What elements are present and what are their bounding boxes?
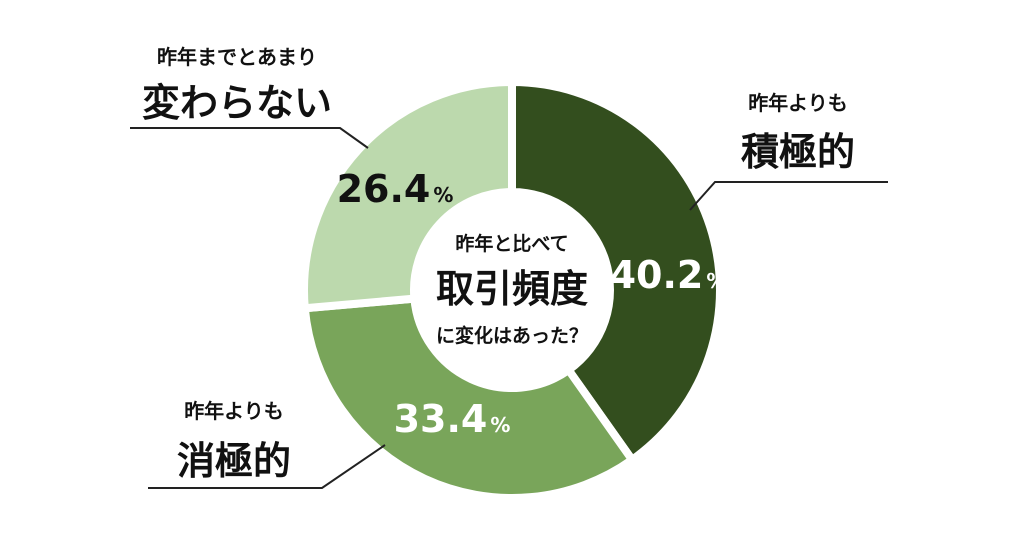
label-active-line1: 昨年よりも — [748, 91, 848, 115]
label-passive-line2: 消極的 — [177, 439, 291, 483]
leader-line-passive — [148, 444, 386, 489]
center-text-line3: に変化はあった？ — [436, 324, 588, 347]
label-active-line2: 積極的 — [741, 130, 855, 174]
center-text-line2: 取引頻度 — [436, 267, 588, 311]
label-unchanged-line2: 変わらない — [142, 81, 332, 125]
value-unchanged-number: 26.4 — [337, 167, 431, 211]
donut-slices — [300, 78, 724, 502]
slice-passive — [300, 294, 637, 502]
value-passive-unit: % — [490, 413, 510, 437]
value-unchanged-unit: % — [433, 183, 453, 207]
slice-unchanged — [300, 78, 516, 313]
slice-active — [508, 78, 724, 464]
value-label-active: 40.2% — [610, 253, 727, 297]
label-unchanged-line1: 昨年までとあまり — [157, 45, 317, 69]
center-text-line1: 昨年と比べて — [455, 232, 568, 255]
value-passive-number: 33.4 — [394, 397, 488, 441]
leader-line-unchanged — [130, 127, 369, 149]
value-label-passive: 33.4% — [394, 397, 511, 441]
leader-line-active — [689, 181, 888, 211]
value-active-unit: % — [706, 269, 726, 293]
value-active-number: 40.2 — [610, 253, 704, 297]
label-passive-line1: 昨年よりも — [184, 399, 284, 423]
value-label-unchanged: 26.4% — [337, 167, 454, 211]
